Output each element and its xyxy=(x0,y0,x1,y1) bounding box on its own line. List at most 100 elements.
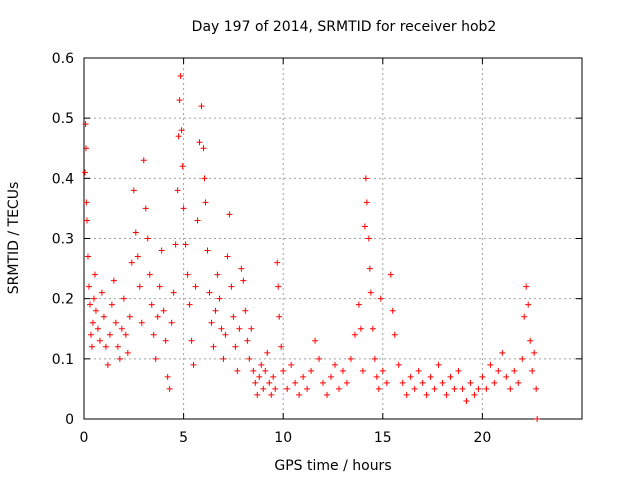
data-point xyxy=(152,355,159,362)
data-point xyxy=(361,223,368,230)
data-point xyxy=(304,385,311,392)
data-point xyxy=(268,391,275,398)
data-point xyxy=(415,367,422,374)
data-point xyxy=(85,283,92,290)
data-point xyxy=(164,373,171,380)
data-point xyxy=(296,391,303,398)
data-point xyxy=(116,355,123,362)
data-point xyxy=(274,259,281,266)
data-point xyxy=(373,373,380,380)
data-point xyxy=(475,385,482,392)
data-point xyxy=(435,361,442,368)
data-point xyxy=(196,139,203,146)
data-point xyxy=(519,355,526,362)
data-point xyxy=(284,385,291,392)
data-point xyxy=(222,331,229,338)
data-point xyxy=(82,121,89,128)
y-axis-label: SRMTID / TECUs xyxy=(6,182,22,295)
data-point xyxy=(308,367,315,374)
data-point xyxy=(264,349,271,356)
data-point xyxy=(184,271,191,278)
data-point xyxy=(278,343,285,350)
y-tick-label: 0.6 xyxy=(52,51,74,67)
data-point xyxy=(523,283,530,290)
data-point xyxy=(395,361,402,368)
data-point xyxy=(331,361,338,368)
data-point xyxy=(367,289,374,296)
data-point xyxy=(525,301,532,308)
data-point xyxy=(166,385,173,392)
data-point xyxy=(212,307,219,314)
data-point xyxy=(81,169,88,176)
data-point xyxy=(357,325,364,332)
y-tick-label: 0.2 xyxy=(52,292,74,308)
data-point xyxy=(120,295,127,302)
x-tick-label: 0 xyxy=(80,430,89,446)
data-point xyxy=(83,199,90,206)
data-point xyxy=(182,241,189,248)
data-point xyxy=(138,319,145,326)
data-point xyxy=(459,385,466,392)
data-point xyxy=(218,325,225,332)
data-point xyxy=(266,379,273,386)
data-point xyxy=(198,103,205,110)
y-tick-label: 0 xyxy=(65,412,74,428)
data-point xyxy=(91,271,98,278)
data-point xyxy=(312,337,319,344)
data-point xyxy=(499,349,506,356)
data-point xyxy=(174,187,181,194)
data-point xyxy=(366,265,373,272)
data-point xyxy=(140,157,147,164)
data-point xyxy=(112,319,119,326)
data-point xyxy=(234,367,241,374)
x-tick-label: 5 xyxy=(179,430,188,446)
data-point xyxy=(270,373,277,380)
data-point xyxy=(224,253,231,260)
data-point xyxy=(483,385,490,392)
data-point xyxy=(206,289,213,296)
data-point xyxy=(172,241,179,248)
data-point xyxy=(387,271,394,278)
data-point xyxy=(177,73,184,80)
data-point xyxy=(427,373,434,380)
x-tick-label: 15 xyxy=(374,430,392,446)
data-point xyxy=(216,295,223,302)
data-point xyxy=(403,391,410,398)
data-point xyxy=(108,301,115,308)
data-point xyxy=(531,349,538,356)
data-point xyxy=(118,325,125,332)
data-point xyxy=(179,163,186,170)
data-point xyxy=(252,379,259,386)
data-point xyxy=(463,397,470,404)
data-point xyxy=(150,331,157,338)
data-point xyxy=(316,355,323,362)
data-point xyxy=(447,373,454,380)
data-point xyxy=(443,391,450,398)
data-point xyxy=(89,319,96,326)
data-point xyxy=(130,187,137,194)
data-point xyxy=(527,337,534,344)
data-point xyxy=(228,283,235,290)
data-point xyxy=(156,283,163,290)
data-point xyxy=(114,343,121,350)
data-point xyxy=(351,331,358,338)
data-point xyxy=(515,379,522,386)
data-point xyxy=(280,367,287,374)
y-tick-label: 0.5 xyxy=(52,111,74,127)
data-point xyxy=(202,199,209,206)
data-point xyxy=(276,313,283,320)
data-point xyxy=(126,313,133,320)
data-point xyxy=(369,325,376,332)
data-point xyxy=(154,313,161,320)
data-point xyxy=(365,235,372,242)
data-point xyxy=(411,385,418,392)
data-point xyxy=(533,385,540,392)
data-point xyxy=(146,271,153,278)
data-point xyxy=(83,217,90,224)
data-point xyxy=(92,307,99,314)
data-point xyxy=(511,367,518,374)
data-point xyxy=(192,283,199,290)
data-point xyxy=(176,97,183,104)
data-point xyxy=(262,367,269,374)
data-point xyxy=(248,325,255,332)
